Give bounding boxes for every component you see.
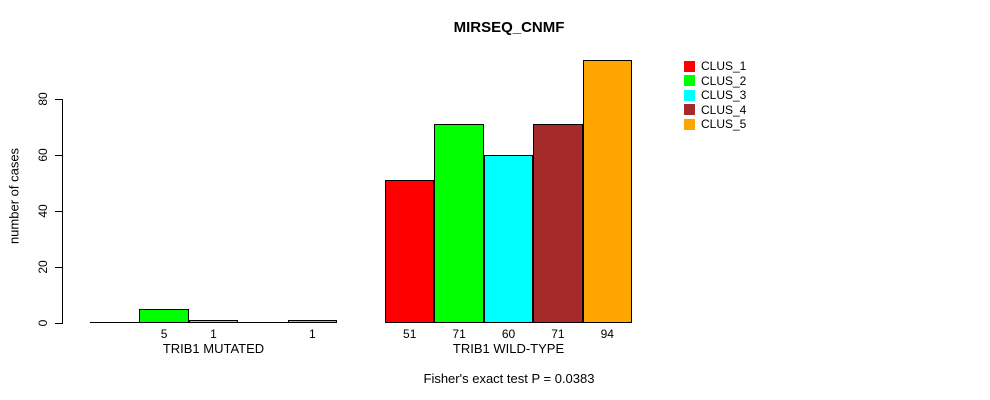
legend-label-clus-5: CLUS_5 [701, 117, 747, 132]
bar-value-label-clus-1-trib1-wild-type: 51 [403, 327, 417, 341]
bar-clus-3-trib1-mutated [188, 320, 239, 323]
bar-value-label-clus-3-trib1-mutated: 1 [210, 327, 217, 341]
bar-clus-3-trib1-wild-type [483, 155, 534, 323]
chart-title: MIRSEQ_CNMF [453, 19, 565, 36]
bar-value-label-clus-5-trib1-wild-type: 94 [600, 327, 614, 341]
legend-item-clus-4: CLUS_4 [684, 103, 746, 118]
y-tick-label: 20 [36, 260, 50, 274]
annotation-text: Fisher's exact test P = 0.0383 [423, 371, 595, 386]
bar-clus-5-trib1-wild-type [582, 60, 632, 323]
y-tick-mark [55, 267, 62, 268]
legend-swatch-clus-2 [684, 75, 695, 87]
bar-clus-1-trib1-wild-type [385, 180, 435, 323]
legend-label-clus-2: CLUS_2 [701, 73, 747, 88]
legend-swatch-clus-1 [684, 60, 695, 72]
bar-clus-4-trib1-mutated-zero [238, 322, 288, 323]
bar-value-label-clus-3-trib1-wild-type: 60 [501, 327, 516, 341]
legend-swatch-clus-3 [684, 89, 695, 101]
legend-swatch-clus-5 [684, 118, 695, 130]
legend-item-clus-3: CLUS_3 [684, 88, 746, 103]
y-tick-mark [55, 155, 62, 156]
group-label-trib1-wild-type: TRIB1 WILD-TYPE [452, 341, 565, 356]
legend-item-clus-1: CLUS_1 [684, 59, 746, 74]
legend-item-clus-5: CLUS_5 [684, 117, 746, 132]
y-tick-label: 60 [36, 148, 50, 162]
y-tick-mark [55, 211, 62, 212]
legend-item-clus-2: CLUS_2 [684, 74, 746, 89]
y-tick-label: 0 [36, 319, 50, 327]
y-tick-label: 80 [36, 92, 50, 106]
group-label-trib1-mutated: TRIB1 MUTATED [162, 341, 265, 356]
bar-clus-5-trib1-mutated [287, 320, 337, 323]
bar-clus-4-trib1-wild-type [533, 124, 583, 323]
bar-value-label-clus-5-trib1-mutated: 1 [308, 327, 316, 341]
bar-clus-1-trib1-mutated-zero [90, 322, 140, 323]
bar-value-label-clus-2-trib1-mutated: 5 [160, 327, 168, 341]
legend-label-clus-1: CLUS_1 [701, 59, 747, 74]
y-axis-line [62, 99, 63, 324]
bar-clus-2-trib1-mutated [139, 309, 189, 323]
bar-clus-2-trib1-wild-type [434, 124, 484, 323]
legend-label-clus-4: CLUS_4 [701, 102, 747, 117]
y-tick-mark [55, 99, 62, 100]
legend: CLUS_1 CLUS_2 CLUS_3 CLUS_4 CLUS_5 [684, 59, 746, 132]
y-tick-label: 40 [36, 204, 50, 218]
legend-swatch-clus-4 [684, 104, 695, 116]
bar-value-label-clus-2-trib1-wild-type: 71 [452, 327, 466, 341]
legend-label-clus-3: CLUS_3 [701, 88, 747, 103]
y-tick-mark [55, 323, 62, 324]
bar-value-label-clus-4-trib1-wild-type: 71 [551, 327, 565, 341]
